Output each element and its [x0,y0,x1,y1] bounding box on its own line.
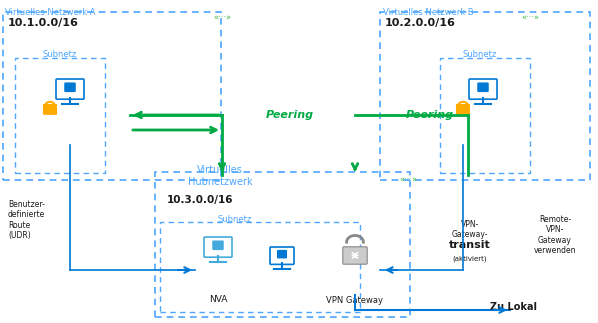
Text: Virtuelles
Hubnetzwerk: Virtuelles Hubnetzwerk [188,165,252,187]
FancyBboxPatch shape [343,247,367,264]
Text: (aktiviert): (aktiviert) [453,255,487,262]
Text: Subnetz: Subnetz [463,50,497,59]
FancyBboxPatch shape [56,79,84,99]
FancyBboxPatch shape [213,241,223,249]
Bar [160,222,360,312]
Text: «···»: «···» [521,14,539,23]
Bar [155,172,410,317]
Text: Subnetz: Subnetz [43,50,77,59]
Text: transit: transit [449,240,491,250]
Bar [3,12,221,180]
Text: 10.2.0.0/16: 10.2.0.0/16 [385,18,456,28]
Text: «···»: «···» [399,175,417,184]
Text: Peering: Peering [266,110,314,120]
Text: «···»: «···» [213,14,231,23]
FancyBboxPatch shape [277,251,286,258]
Text: NVA: NVA [209,295,227,304]
Bar [15,58,105,173]
Text: Zu Lokal: Zu Lokal [490,302,537,312]
Text: Virtuelles Netzwerk A: Virtuelles Netzwerk A [5,8,96,17]
Text: Virtuelles Netzwerk B: Virtuelles Netzwerk B [383,8,474,17]
Text: Benutzer-
definierte
Route
(UDR): Benutzer- definierte Route (UDR) [8,200,45,240]
Bar [380,12,590,180]
FancyBboxPatch shape [456,105,469,114]
Text: VPN-
Gateway-: VPN- Gateway- [451,220,488,239]
FancyBboxPatch shape [270,247,294,265]
Text: 10.3.0.0/16: 10.3.0.0/16 [167,195,233,205]
FancyBboxPatch shape [65,83,75,91]
Text: Peering: Peering [406,110,454,120]
FancyBboxPatch shape [469,79,497,99]
Text: 10.1.0.0/16: 10.1.0.0/16 [8,18,79,28]
Bar [440,58,530,173]
Text: Subnetz: Subnetz [218,215,252,224]
Text: VPN Gateway: VPN Gateway [327,296,383,305]
FancyBboxPatch shape [44,105,56,114]
FancyBboxPatch shape [204,237,232,257]
FancyBboxPatch shape [478,83,488,91]
Text: Remote-
VPN-
Gateway
verwenden: Remote- VPN- Gateway verwenden [534,215,576,255]
